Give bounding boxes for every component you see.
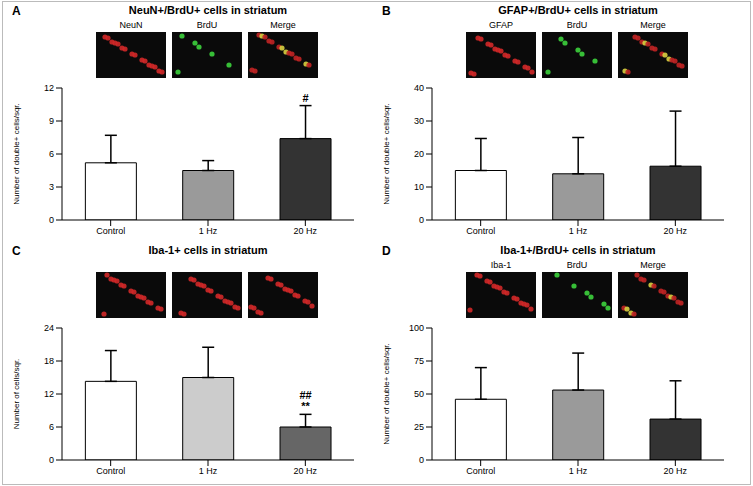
html-text:BrdU: BrdU xyxy=(566,20,588,30)
svg-text:40: 40 xyxy=(414,83,424,93)
html-text:Iba-1: Iba-1 xyxy=(490,260,512,270)
html-text:C: C xyxy=(12,244,21,258)
html-text:Merge: Merge xyxy=(640,20,666,30)
svg-text:100: 100 xyxy=(409,323,424,333)
svg-text:18: 18 xyxy=(44,356,54,366)
svg-text:20 Hz: 20 Hz xyxy=(294,226,318,236)
svg-text:20 Hz: 20 Hz xyxy=(664,466,688,476)
html-text:B: B xyxy=(382,4,391,18)
svg-text:Number of double+ cells/sqr.: Number of double+ cells/sqr. xyxy=(382,343,391,445)
svg-text:0: 0 xyxy=(49,455,54,465)
html-text:NeuN+/BrdU+ cells in striatum: NeuN+/BrdU+ cells in striatum xyxy=(128,4,288,16)
html-text:BrdU: BrdU xyxy=(566,260,588,270)
svg-text:50: 50 xyxy=(414,389,424,399)
svg-text:0: 0 xyxy=(49,215,54,225)
svg-text:12: 12 xyxy=(44,83,54,93)
svg-text:9: 9 xyxy=(49,116,54,126)
svg-text:6: 6 xyxy=(49,422,54,432)
svg-text:30: 30 xyxy=(414,116,424,126)
svg-text:#: # xyxy=(302,92,308,104)
html-text:A: A xyxy=(12,4,21,18)
html-text:GFAP+/BrdU+ cells in striatum: GFAP+/BrdU+ cells in striatum xyxy=(498,4,658,16)
svg-text:3: 3 xyxy=(49,182,54,192)
svg-text:25: 25 xyxy=(414,422,424,432)
svg-text:**: ** xyxy=(301,400,310,412)
svg-text:12: 12 xyxy=(44,389,54,399)
svg-text:Control: Control xyxy=(96,226,125,236)
svg-text:Number of cells/sqr.: Number of cells/sqr. xyxy=(12,359,21,430)
svg-text:1 Hz: 1 Hz xyxy=(569,466,588,476)
svg-text:0: 0 xyxy=(419,455,424,465)
svg-text:1 Hz: 1 Hz xyxy=(199,226,218,236)
html-text:Merge: Merge xyxy=(640,260,666,270)
svg-text:75: 75 xyxy=(414,356,424,366)
svg-text:Number of double+ cells/sqr.: Number of double+ cells/sqr. xyxy=(12,103,21,205)
svg-text:Number of double+ cells/sqr.: Number of double+ cells/sqr. xyxy=(382,103,391,205)
svg-text:20 Hz: 20 Hz xyxy=(294,466,318,476)
svg-text:20: 20 xyxy=(414,149,424,159)
svg-text:1 Hz: 1 Hz xyxy=(569,226,588,236)
svg-text:24: 24 xyxy=(44,323,54,333)
html-text:Iba-1+/BrdU+ cells in striatum: Iba-1+/BrdU+ cells in striatum xyxy=(500,244,656,256)
svg-text:Control: Control xyxy=(466,226,495,236)
svg-text:1 Hz: 1 Hz xyxy=(199,466,218,476)
html-text:NeuN: NeuN xyxy=(119,20,143,30)
svg-text:Control: Control xyxy=(96,466,125,476)
html-text:BrdU: BrdU xyxy=(196,20,218,30)
svg-text:0: 0 xyxy=(419,215,424,225)
html-text:GFAP: GFAP xyxy=(489,20,513,30)
svg-text:20 Hz: 20 Hz xyxy=(664,226,688,236)
svg-text:Control: Control xyxy=(466,466,495,476)
html-text:Merge: Merge xyxy=(270,20,296,30)
html-text:Iba-1+ cells in striatum: Iba-1+ cells in striatum xyxy=(148,244,268,256)
svg-text:10: 10 xyxy=(414,182,424,192)
html-text:D: D xyxy=(382,244,391,258)
svg-text:6: 6 xyxy=(49,149,54,159)
